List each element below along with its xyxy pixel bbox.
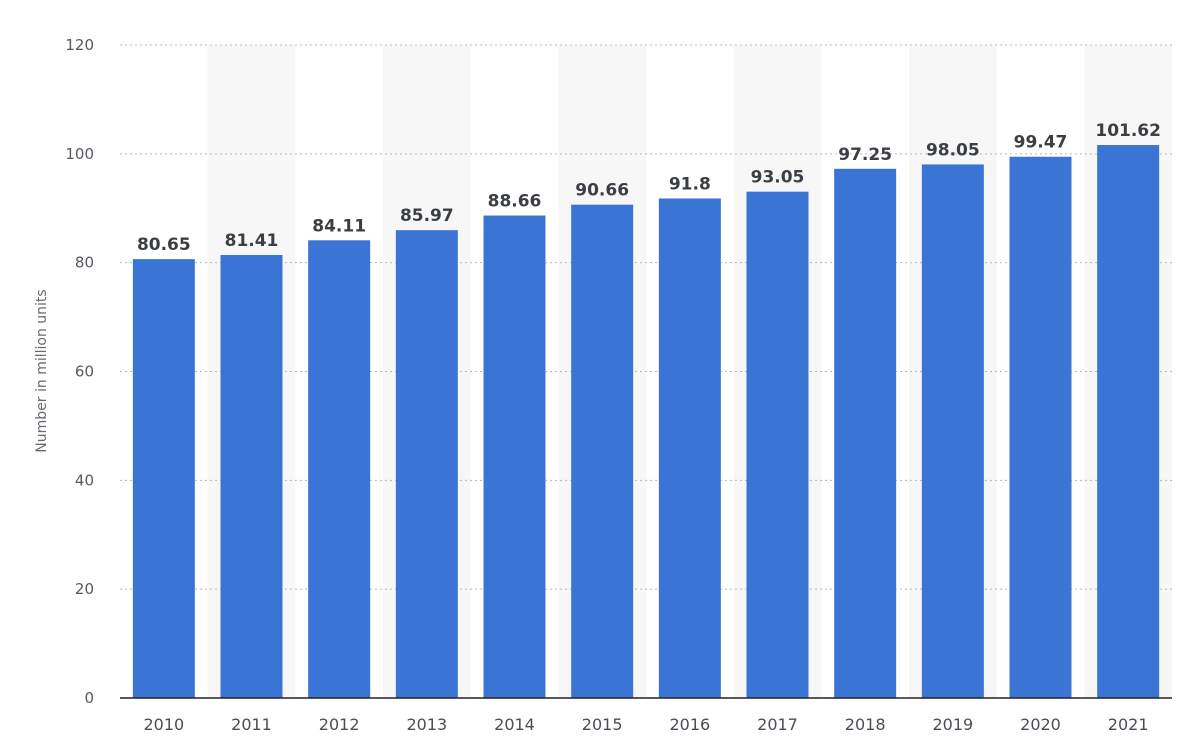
x-tick-label-2016: 2016 [669, 715, 710, 734]
bar-2010 [132, 259, 195, 698]
gridlines [120, 44, 1172, 590]
data-label-2021: 101.62 [1095, 121, 1161, 141]
bar-2012 [308, 240, 371, 698]
bar-2019 [921, 164, 984, 698]
data-label-2017: 93.05 [751, 168, 805, 188]
data-label-2011: 81.41 [225, 231, 279, 251]
y-axis-title: Number in million units [34, 289, 50, 452]
bar-2021 [1097, 145, 1160, 699]
bar-2013 [395, 230, 458, 698]
bar-2018 [834, 168, 897, 698]
x-tick-label-2019: 2019 [932, 715, 973, 734]
x-axis-ticks: 2010 2011 2012 2013 2014 2015 2016 2017 2018 2019… [143, 715, 1148, 734]
y-tick-label: 0 [84, 689, 94, 707]
data-label-2014: 88.66 [488, 192, 542, 212]
y-tick-label: 80 [75, 254, 94, 272]
y-tick-label: 120 [65, 36, 94, 54]
bars [132, 145, 1160, 699]
data-label-2010: 80.65 [137, 235, 191, 255]
x-tick-label-2010: 2010 [143, 715, 184, 734]
x-tick-label-2020: 2020 [1020, 715, 1061, 734]
bar-2016 [658, 198, 721, 698]
bar-2015 [571, 204, 634, 698]
data-label-2012: 84.11 [312, 216, 366, 236]
bar-2014 [483, 215, 546, 698]
data-label-2018: 97.25 [838, 145, 892, 165]
x-tick-label-2013: 2013 [406, 715, 447, 734]
x-tick-label-2011: 2011 [231, 715, 272, 734]
x-tick-label-2014: 2014 [494, 715, 535, 734]
x-tick-label-2021: 2021 [1108, 715, 1149, 734]
data-label-2020: 99.47 [1014, 133, 1068, 153]
data-label-2019: 98.05 [926, 140, 980, 160]
x-tick-label-2015: 2015 [582, 715, 623, 734]
bar-2017 [746, 191, 809, 698]
y-tick-label: 100 [65, 145, 94, 163]
bar-2011 [220, 254, 283, 699]
data-labels: 80.65 81.41 84.11 85.97 88.66 90.66 91.8 93.05 9… [137, 121, 1161, 255]
data-label-2016: 91.8 [669, 174, 711, 194]
x-tick-label-2017: 2017 [757, 715, 798, 734]
y-tick-label: 60 [75, 363, 94, 381]
y-tick-label: 40 [75, 471, 94, 489]
y-axis-ticks: 0 20 40 60 80 100 120 [65, 36, 94, 707]
x-tick-label-2018: 2018 [845, 715, 886, 734]
bar-2020 [1009, 156, 1072, 699]
x-tick-label-2012: 2012 [319, 715, 360, 734]
y-tick-label: 20 [75, 580, 94, 598]
data-label-2015: 90.66 [575, 181, 629, 201]
data-label-2013: 85.97 [400, 206, 454, 226]
